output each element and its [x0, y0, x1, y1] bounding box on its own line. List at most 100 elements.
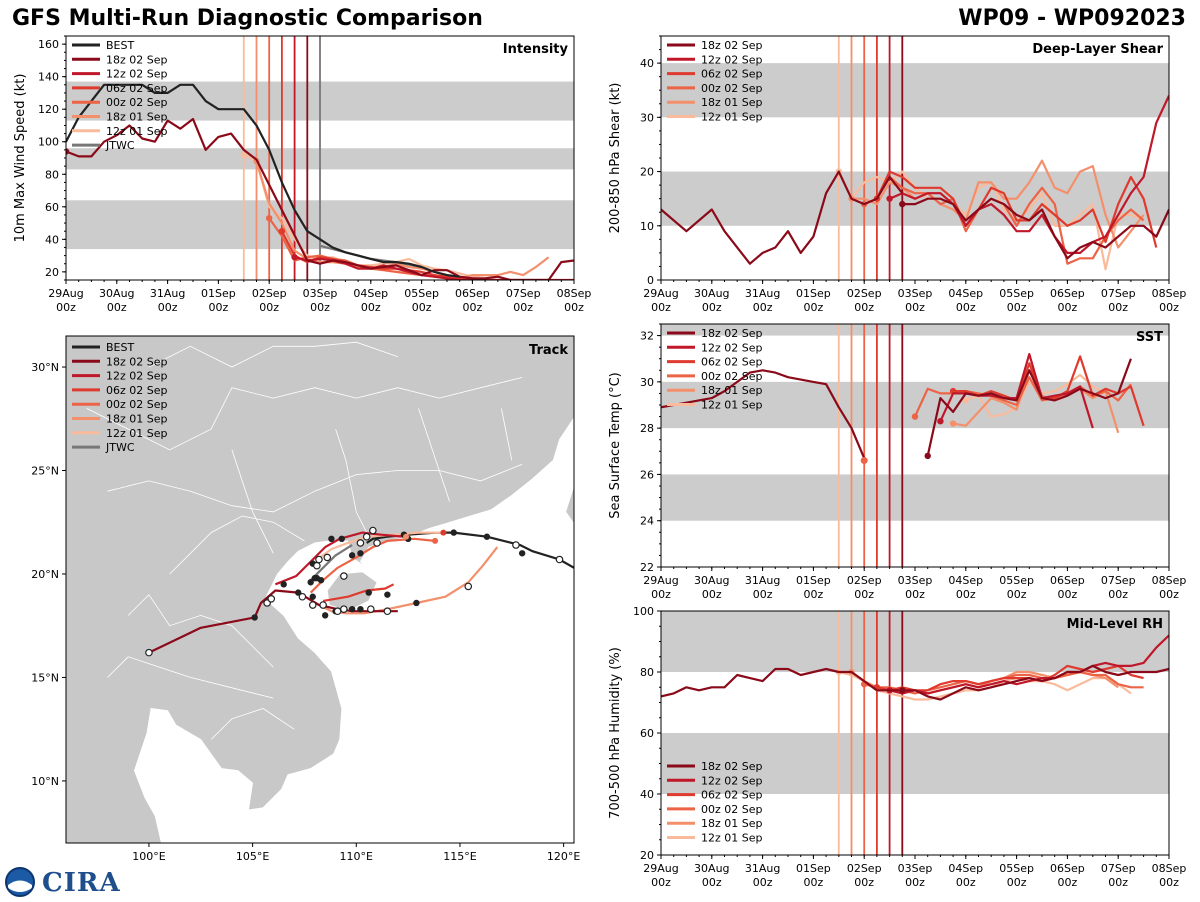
shear-xtick-sublabel: 00z [905, 301, 925, 314]
intensity-series [66, 83, 574, 280]
shear-band-1 [661, 63, 1169, 118]
intensity-legend-label-7: JTWC [105, 139, 135, 152]
track-dot-open-15 [356, 539, 365, 547]
sst-best-line [661, 369, 866, 459]
sst-series-06z-02-Sep [953, 355, 1145, 427]
rh-init-lines [837, 611, 904, 855]
sst-legend-label-0: 18z 02 Sep [701, 327, 763, 340]
track-series [145, 526, 574, 657]
rh-legend-label-0: 18z 02 Sep [701, 760, 763, 773]
track-dot-open-12 [362, 532, 371, 541]
rh-ylabel: 700-500 hPa Humidity (%) [608, 647, 623, 819]
track-border-2 [148, 341, 398, 368]
track-dot-filled-6 [321, 612, 329, 619]
track-dot-open-3 [298, 592, 307, 601]
sst-legend-label-2: 06z 02 Sep [701, 356, 763, 369]
rh-xtick-label: 06Sep [1050, 862, 1085, 875]
sst-ytick-label: 24 [640, 515, 654, 528]
cira-logo: CIRA [4, 866, 120, 898]
sst-ytick-label: 30 [640, 376, 654, 389]
track-dot-open-16 [464, 582, 473, 591]
track-border-1 [107, 463, 523, 513]
rh-xtick-label: 07Sep [1101, 862, 1136, 875]
shear-series-12z-02-Sep [889, 95, 1169, 254]
intensity-xtick-label: 31Aug [150, 287, 185, 300]
track-dot-open-2 [267, 595, 276, 603]
panel-intensity: 2040608010012014016029Aug00z30Aug00z31Au… [13, 35, 592, 314]
intensity-xtick-label: 08Sep [557, 287, 592, 300]
rh-ytick-label: 20 [640, 849, 654, 862]
track-xtick-label: 105°E [236, 850, 269, 863]
sst-xtick-label: 01Sep [796, 574, 831, 587]
shear-xtick-sublabel: 00z [1007, 301, 1027, 314]
track-border-6 [210, 708, 295, 740]
rh-xtick-label: 08Sep [1152, 862, 1187, 875]
sst-xtick-sublabel: 00z [753, 588, 773, 601]
shear-ytick-label: 40 [640, 57, 654, 70]
track-dot-filled-17 [357, 550, 364, 557]
rh-xtick-label: 04Sep [948, 862, 983, 875]
intensity-xtick-label: 06Sep [455, 287, 490, 300]
shear-xtick-sublabel: 00z [1108, 301, 1128, 314]
intensity-ytick-label: 80 [45, 168, 59, 181]
intensity-legend-label-5: 18z 01 Sep [106, 111, 168, 124]
shear-xtick-sublabel: 00z [651, 301, 671, 314]
rh-legend-label-4: 18z 01 Sep [701, 817, 763, 830]
track-border-3 [169, 515, 305, 575]
track-xtick-label: 120°E [547, 850, 580, 863]
intensity-legend-label-6: 12z 01 Sep [106, 125, 168, 138]
track-dot-filled-16 [348, 552, 356, 559]
track-dot-open-8 [366, 605, 375, 613]
rh-xtick-sublabel: 00z [1007, 876, 1027, 889]
track-border-7 [231, 449, 274, 554]
track-dot-open-6 [333, 607, 342, 616]
track-border-4 [127, 594, 274, 668]
intensity-legend-label-1: 18z 02 Sep [106, 53, 168, 66]
shear-series [661, 95, 1169, 271]
shear-legend-label-5: 12z 01 Sep [701, 111, 763, 124]
track-legend-label-7: JTWC [105, 441, 135, 454]
rh-ytick-label: 40 [640, 788, 654, 801]
shear-xtick-sublabel: 00z [702, 301, 722, 314]
track-dot-open-14 [373, 539, 381, 547]
track-dot-open-7 [340, 605, 348, 613]
noaa-seal-icon [5, 867, 35, 897]
shear-xtick-label: 08Sep [1152, 287, 1187, 300]
track-dot-open-9 [383, 607, 392, 616]
sst-xtick-sublabel: 00z [956, 588, 976, 601]
shear-xtick-sublabel: 00z [1159, 301, 1179, 314]
sst-xtick-sublabel: 00z [905, 588, 925, 601]
rh-xtick-label: 31Aug [745, 862, 780, 875]
sst-xtick-label: 31Aug [745, 574, 780, 587]
rh-ytick-label: 100 [633, 605, 654, 618]
shear-series-18z-02-Sep [902, 197, 1169, 260]
sst-ylabel: Sea Surface Temp (°C) [608, 372, 623, 519]
track-dot-open-11 [323, 553, 332, 562]
rh-panel-title: Mid-Level RH [1067, 617, 1163, 632]
storm-id: WP09 - WP092023 [958, 6, 1186, 31]
intensity-series-start-06z-02-Sep [278, 228, 286, 235]
sst-legend-label-4: 18z 01 Sep [701, 384, 763, 397]
rh-xtick-label: 05Sep [999, 862, 1034, 875]
sst-series-start-18z-01-Sep [949, 420, 957, 427]
track-dot-open-4 [308, 601, 317, 609]
sst-ytick-label: 22 [640, 561, 654, 574]
shear-xtick-sublabel: 00z [1058, 301, 1078, 314]
track-frame [65, 335, 575, 844]
shear-ytick-label: 10 [640, 220, 654, 233]
shear-init-lines [837, 36, 904, 280]
shear-xtick-sublabel: 00z [804, 301, 824, 314]
sst-xtick-label: 04Sep [948, 574, 983, 587]
intensity-xtick-label: 05Sep [404, 287, 439, 300]
shear-series-start-18z-02-Sep [899, 200, 906, 208]
sst-series-start-00z-02-Sep [911, 413, 919, 420]
sst-init-lines [837, 324, 904, 567]
track-dot-filled-12 [413, 599, 420, 607]
shear-xtick-label: 05Sep [999, 287, 1034, 300]
sst-band-0 [661, 474, 1169, 521]
sst-xtick-label: 02Sep [847, 574, 882, 587]
shear-ytick-label: 30 [640, 111, 654, 124]
